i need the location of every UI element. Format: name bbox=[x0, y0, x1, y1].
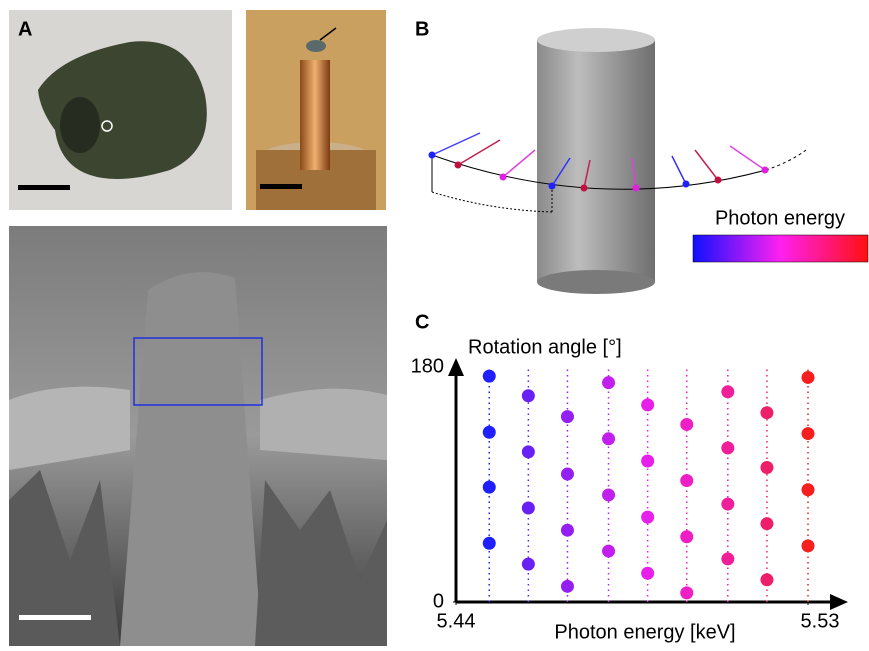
data-point bbox=[680, 418, 693, 431]
data-point bbox=[760, 573, 773, 586]
data-point bbox=[680, 586, 693, 599]
data-point bbox=[721, 552, 734, 565]
photo-sem bbox=[9, 226, 387, 646]
x-tick-label: 5.44 bbox=[437, 610, 476, 632]
data-point bbox=[522, 558, 535, 571]
data-point bbox=[561, 524, 574, 537]
photo-sample bbox=[9, 10, 232, 210]
data-point bbox=[522, 502, 535, 515]
photo-pin bbox=[246, 10, 386, 210]
y-tick-label: 180 bbox=[411, 355, 444, 377]
data-point bbox=[522, 445, 535, 458]
data-point bbox=[561, 580, 574, 593]
data-point bbox=[483, 481, 496, 494]
data-point bbox=[641, 567, 654, 580]
x-tick-label: 5.53 bbox=[801, 610, 840, 632]
data-point bbox=[760, 461, 773, 474]
colorbar-title: Photon energy bbox=[715, 207, 845, 229]
data-point bbox=[680, 530, 693, 543]
data-point bbox=[641, 511, 654, 524]
data-point bbox=[760, 406, 773, 419]
data-point bbox=[561, 410, 574, 423]
data-point bbox=[483, 537, 496, 550]
panel-label: A bbox=[18, 18, 32, 40]
panel-label: B bbox=[415, 18, 429, 40]
data-point bbox=[641, 398, 654, 411]
data-point bbox=[641, 455, 654, 468]
data-point bbox=[680, 474, 693, 487]
data-point bbox=[561, 468, 574, 481]
data-point bbox=[602, 376, 615, 389]
data-point bbox=[483, 426, 496, 439]
panel-label: C bbox=[415, 311, 429, 333]
y-axis-label: Rotation angle [°] bbox=[468, 336, 622, 358]
data-point bbox=[483, 370, 496, 383]
y-tick-label: 0 bbox=[433, 590, 444, 612]
data-point bbox=[721, 498, 734, 511]
page: {"panel_a": {"label": "A"}, "panel_b": {… bbox=[0, 0, 869, 646]
data-point bbox=[522, 389, 535, 402]
data-point bbox=[602, 432, 615, 445]
data-point bbox=[802, 539, 815, 552]
data-point bbox=[760, 517, 773, 530]
data-point bbox=[721, 441, 734, 454]
data-point bbox=[602, 488, 615, 501]
data-point bbox=[802, 371, 815, 384]
data-point bbox=[602, 545, 615, 558]
data-point bbox=[802, 483, 815, 496]
x-axis-label: Photon energy [keV] bbox=[554, 621, 735, 643]
figure: A B Photon energy C Rotation angle [°] P… bbox=[0, 0, 869, 646]
cylinder-diagram bbox=[429, 28, 869, 294]
data-point bbox=[802, 427, 815, 440]
data-point bbox=[721, 385, 734, 398]
